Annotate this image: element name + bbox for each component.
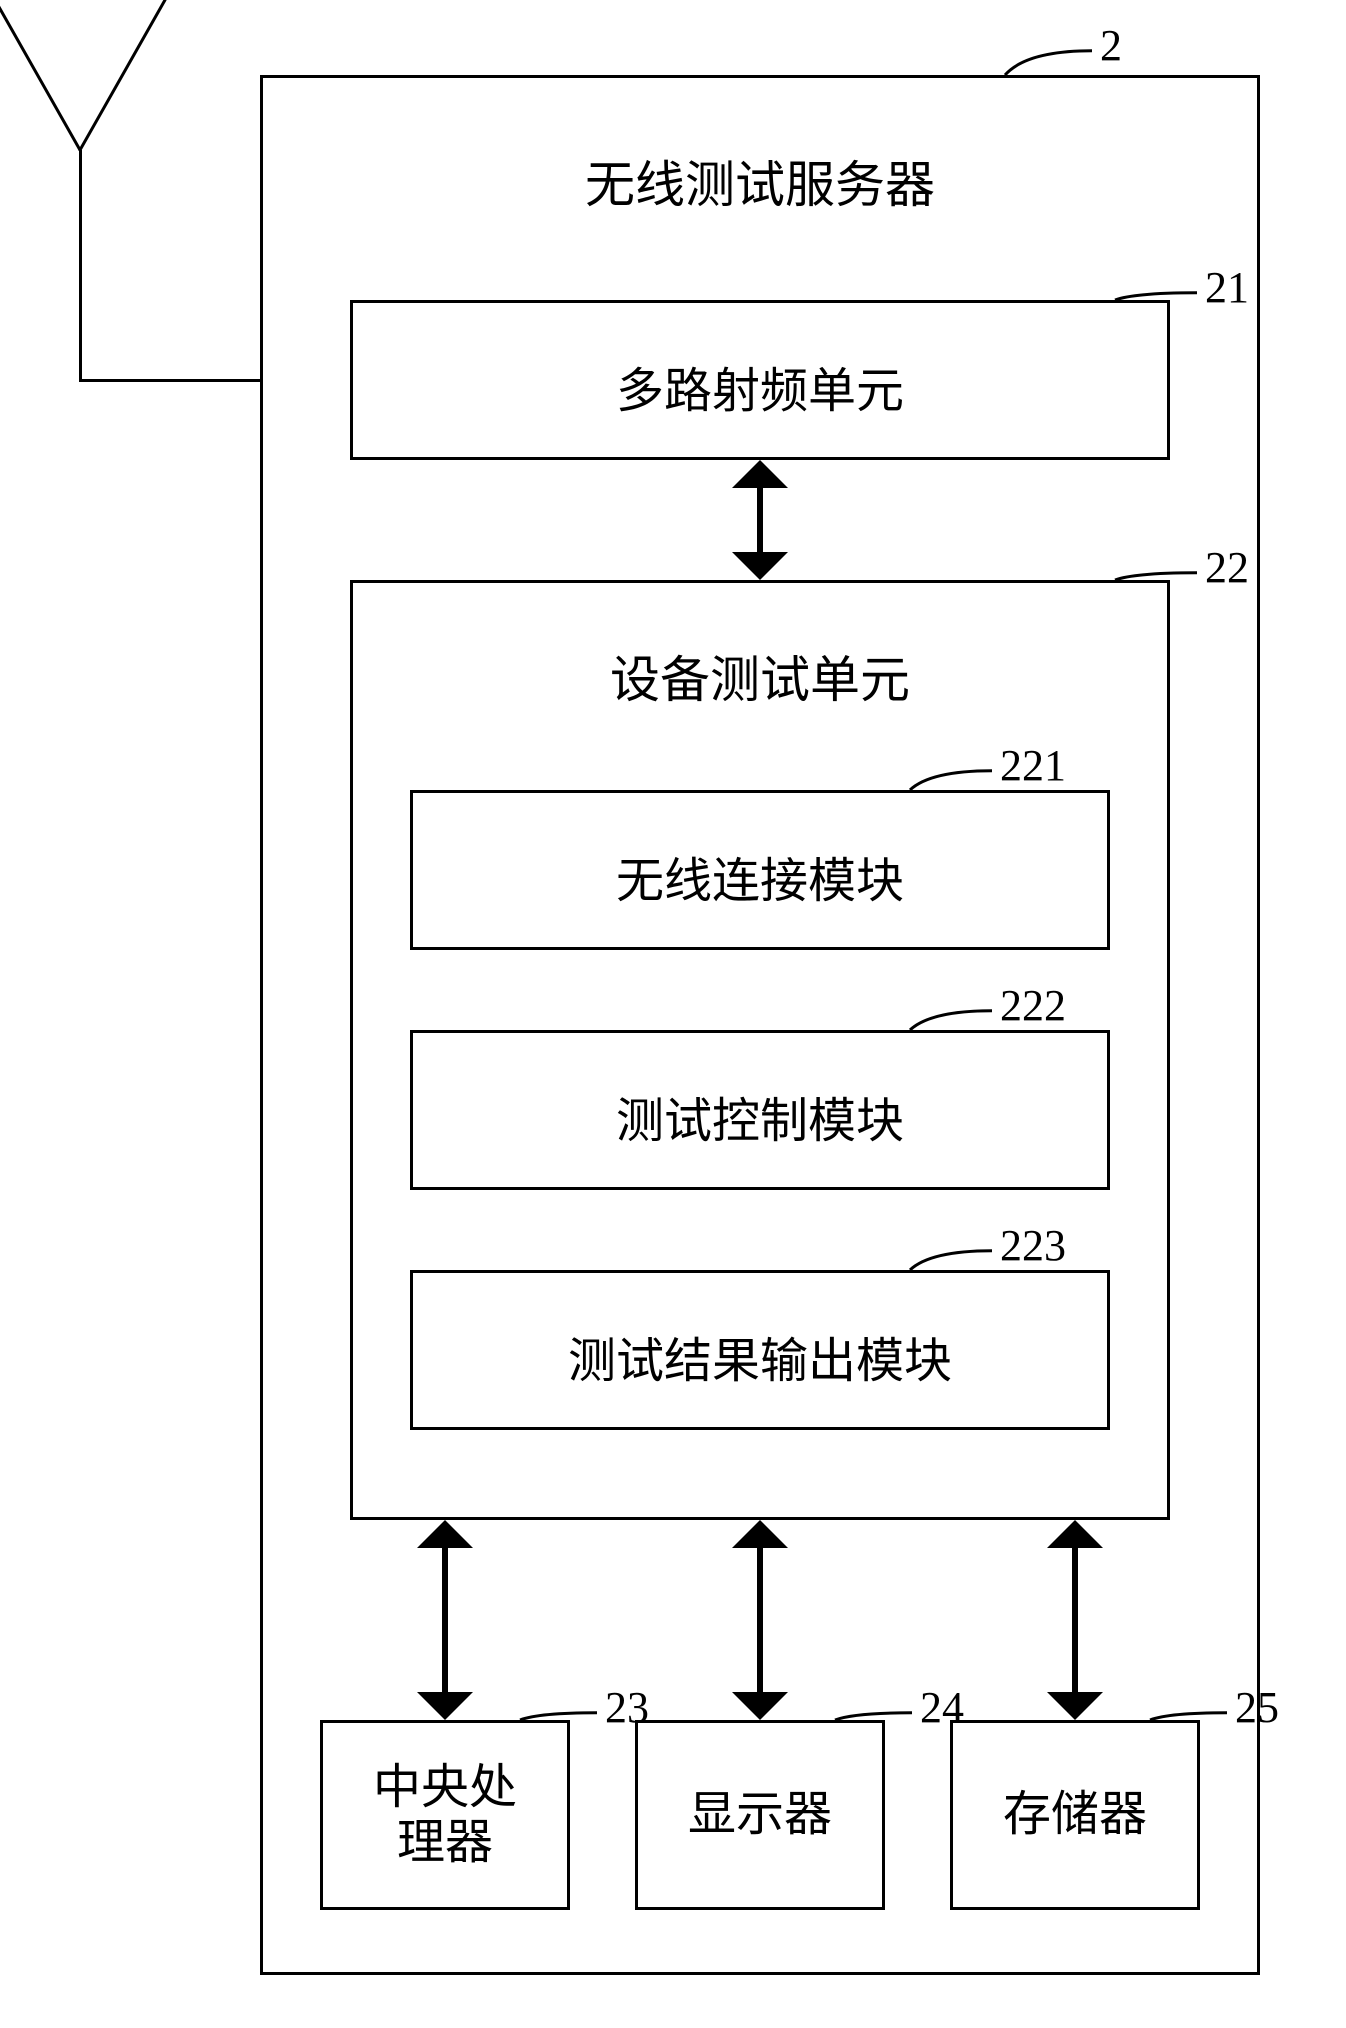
arrow-shaft <box>757 1548 763 1692</box>
cpu-label: 中央处理器 <box>320 1760 570 1870</box>
callout-number: 2 <box>1100 20 1122 71</box>
arrowhead-down <box>732 552 788 580</box>
memory-label: 存储器 <box>950 1787 1200 1842</box>
callout-number: 21 <box>1205 262 1249 313</box>
callout-number: 222 <box>1000 980 1066 1031</box>
callout-number: 223 <box>1000 1220 1066 1271</box>
callout-number: 221 <box>1000 740 1066 791</box>
display-label: 显示器 <box>635 1787 885 1842</box>
arrow-shaft <box>442 1548 448 1692</box>
rf-unit-label: 多路射频单元 <box>350 351 1170 421</box>
wireless-connect-module-label: 无线连接模块 <box>410 841 1110 911</box>
test-control-module-label: 测试控制模块 <box>410 1081 1110 1151</box>
arrowhead-down <box>417 1692 473 1720</box>
arrowhead-up <box>732 1520 788 1548</box>
arrow-shaft <box>757 488 763 552</box>
arrowhead-down <box>732 1692 788 1720</box>
arrowhead-down <box>1047 1692 1103 1720</box>
device-test-unit-title: 设备测试单元 <box>350 640 1170 712</box>
test-result-output-module-label: 测试结果输出模块 <box>410 1321 1110 1391</box>
arrow-shaft <box>1072 1548 1078 1692</box>
arrowhead-up <box>417 1520 473 1548</box>
arrowhead-up <box>732 460 788 488</box>
callout-number: 25 <box>1235 1682 1279 1733</box>
arrowhead-up <box>1047 1520 1103 1548</box>
diagram-canvas: 无线测试服务器 多路射频单元 设备测试单元 无线连接模块 测试控制模块 测试结果… <box>0 0 1346 2028</box>
callout-number: 22 <box>1205 542 1249 593</box>
callout-number: 24 <box>920 1682 964 1733</box>
wireless-test-server-title: 无线测试服务器 <box>260 145 1260 217</box>
callout-number: 23 <box>605 1682 649 1733</box>
